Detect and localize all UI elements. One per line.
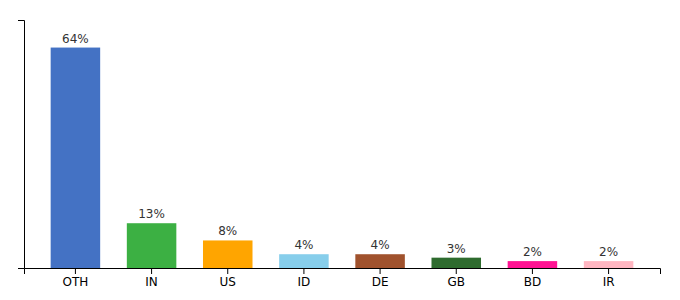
x-tick: IR	[603, 268, 615, 289]
x-tick-mark	[608, 268, 609, 274]
data-label: 13%	[138, 207, 165, 221]
x-tick: US	[220, 268, 236, 289]
data-label: 4%	[294, 238, 313, 252]
bar	[51, 48, 101, 268]
data-label: 8%	[218, 224, 237, 238]
x-tick: GB	[447, 268, 465, 289]
x-tick: IN	[145, 268, 158, 289]
data-label: 4%	[371, 238, 390, 252]
bar	[584, 261, 634, 268]
x-tick-label: US	[220, 275, 236, 289]
x-tick-label: GB	[447, 275, 465, 289]
x-tick-label: IR	[603, 275, 615, 289]
plot: OTH IN US ID DE GB BD IR 64% 13% 8% 4% 4% 3% 2% 2%	[18, 21, 661, 289]
bars	[51, 48, 634, 268]
x-tick-mark	[227, 268, 228, 274]
x-tick-mark	[303, 268, 304, 274]
data-label: 2%	[599, 245, 618, 259]
bar	[203, 240, 253, 268]
x-tick-label: BD	[524, 275, 541, 289]
x-tick-mark	[532, 268, 533, 274]
x-tick-label: ID	[298, 275, 311, 289]
x-axis-line	[25, 269, 661, 275]
x-axis: OTH IN US ID DE GB BD IR	[25, 268, 661, 289]
x-tick-mark	[380, 268, 381, 274]
x-tick-mark	[75, 268, 76, 274]
x-tick-mark	[456, 268, 457, 274]
bar	[431, 258, 481, 268]
chart: OTH IN US ID DE GB BD IR 64% 13% 8% 4% 4% 3% 2% 2%	[0, 0, 680, 300]
x-tick-label: OTH	[63, 275, 89, 289]
x-tick-label: DE	[372, 275, 389, 289]
x-tick-label: IN	[145, 275, 158, 289]
x-tick-mark	[151, 268, 152, 274]
x-tick: DE	[372, 268, 389, 289]
data-label: 3%	[447, 242, 466, 256]
y-axis	[18, 21, 25, 269]
x-tick: OTH	[63, 268, 89, 289]
bar	[279, 254, 329, 268]
data-label: 2%	[523, 245, 542, 259]
data-label: 64%	[62, 32, 89, 46]
bar	[127, 223, 177, 268]
data-labels: 64% 13% 8% 4% 4% 3% 2% 2%	[62, 32, 618, 260]
bar	[508, 261, 558, 268]
y-axis-line	[18, 21, 25, 269]
bar	[355, 254, 405, 268]
x-tick: BD	[524, 268, 541, 289]
x-tick: ID	[298, 268, 311, 289]
